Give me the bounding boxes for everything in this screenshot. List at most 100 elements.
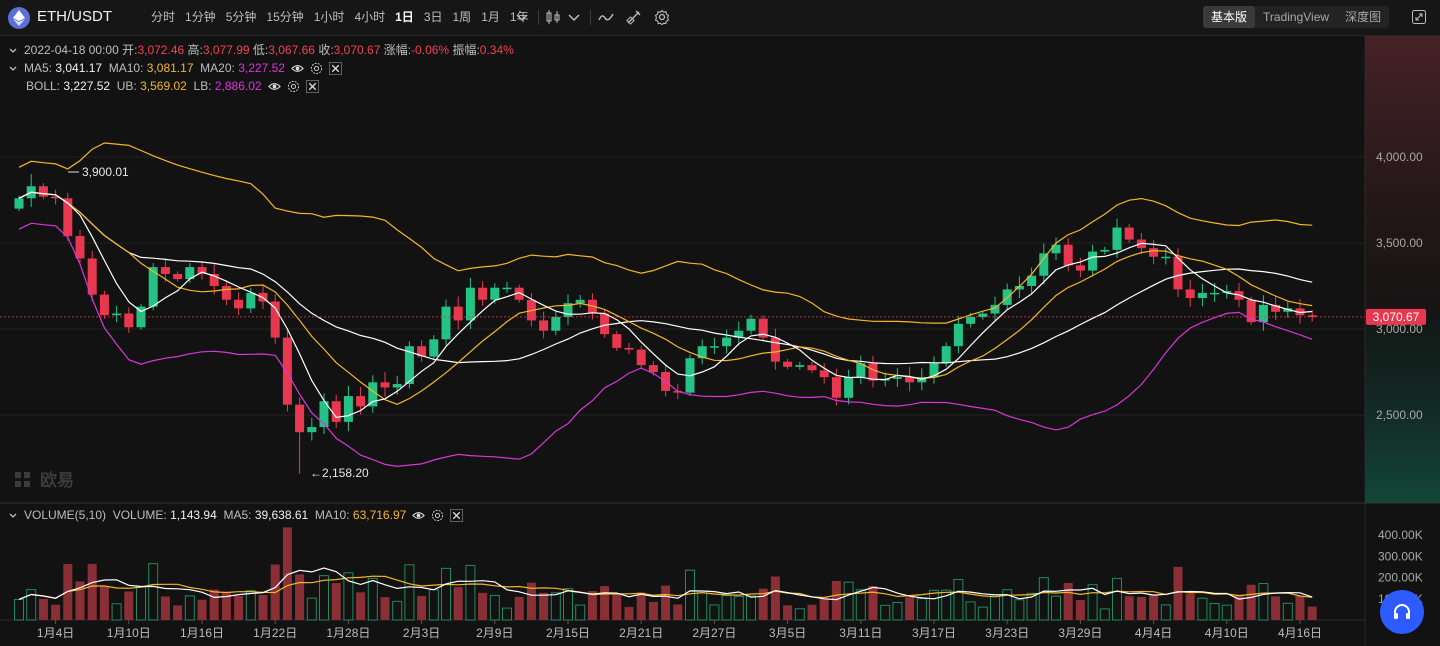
gear-icon[interactable]: [431, 509, 444, 522]
volume-bar: [478, 592, 488, 620]
close-icon[interactable]: [450, 509, 464, 522]
kline-chart[interactable]: 4,000.00 3,500.00 3,000.00 2,500.00 400.00K 3…: [0, 36, 1440, 646]
eye-icon[interactable]: [412, 509, 426, 522]
candlestick-type-icon[interactable]: [545, 9, 561, 25]
volume-bar: [1099, 608, 1110, 621]
close-icon[interactable]: [328, 62, 342, 75]
interval-tab[interactable]: 4小时: [354, 10, 386, 24]
candle-body: [502, 287, 512, 290]
volume-bar: [1185, 593, 1195, 620]
boll-ub-label: UB:: [116, 79, 137, 93]
volume-bar: [87, 563, 97, 620]
interval-tab[interactable]: 15分钟: [266, 10, 304, 24]
pair-title[interactable]: ETH/USDT: [37, 8, 112, 25]
candle-body: [783, 361, 793, 367]
ohlc-date: 2022-04-18 00:00: [24, 43, 119, 57]
gear-icon[interactable]: [654, 9, 670, 25]
candle-body: [648, 365, 658, 372]
volume-bar: [295, 574, 305, 620]
volume-bar: [392, 600, 403, 621]
candle-body: [844, 377, 854, 398]
last-price-label: 3,070.67: [1373, 310, 1420, 324]
draw-tool-icon[interactable]: [626, 9, 642, 25]
volume-bar: [465, 564, 476, 621]
svg-text:←: ←: [310, 466, 322, 480]
interval-tab[interactable]: 1月: [481, 10, 500, 24]
candle-body: [978, 313, 988, 317]
candle-body: [758, 318, 768, 338]
indicator-wave-icon[interactable]: [598, 9, 614, 25]
candle-body: [966, 316, 976, 324]
eye-icon[interactable]: [291, 62, 304, 75]
vol-ma10-label: MA10:: [314, 508, 350, 522]
ohlc-legend: 2022-04-18 00:00 开: 3,072.46 高: 3,077.99 低…: [8, 43, 514, 58]
volume-bar: [733, 595, 744, 621]
volume-bar: [600, 586, 610, 620]
chevron-down-icon[interactable]: [8, 46, 18, 56]
gear-icon[interactable]: [287, 80, 300, 93]
volume-bar: [1197, 597, 1208, 621]
candle-body: [795, 365, 805, 367]
candle-body: [1222, 291, 1232, 293]
candle-body: [356, 396, 366, 407]
volume-bar: [1112, 577, 1122, 621]
candle-body: [990, 304, 1000, 314]
volume-bar: [636, 592, 646, 620]
volume-bar: [514, 596, 524, 620]
candle-body: [1283, 308, 1293, 312]
candle-body: [343, 396, 353, 422]
candle-body: [197, 267, 207, 274]
amplitude-value: 0.34%: [479, 43, 514, 57]
candle-body: [1258, 304, 1268, 323]
candle-body: [1161, 256, 1171, 259]
candle-body: [1039, 253, 1049, 276]
interval-tab[interactable]: 5分钟: [225, 10, 257, 24]
interval-tab[interactable]: 1周: [452, 10, 472, 24]
candle-body: [587, 299, 597, 314]
high-marker-label: 3,900.01: [82, 165, 129, 179]
time-tick-label: 2月9日: [476, 626, 513, 640]
candle-body: [51, 196, 61, 199]
volume-bar: [453, 587, 463, 620]
tab-tradingview[interactable]: TradingView: [1263, 10, 1330, 24]
chevron-down-icon[interactable]: [8, 64, 18, 74]
interval-tab[interactable]: 分时: [151, 10, 176, 24]
candle-body: [697, 346, 707, 359]
interval-tab[interactable]: 1小时: [313, 10, 345, 24]
gear-icon[interactable]: [310, 62, 323, 75]
candle-body: [819, 370, 829, 378]
volume-bar: [1258, 583, 1269, 621]
close-icon[interactable]: [305, 80, 319, 93]
candle-body: [1027, 275, 1037, 286]
candle-body: [831, 377, 841, 398]
candle-body: [612, 334, 622, 348]
interval-tab[interactable]: 3日: [423, 10, 443, 24]
tab-depth[interactable]: 深度图: [1345, 10, 1382, 24]
volume-bar: [1173, 566, 1183, 620]
volume-tick-label: 300.00K: [1378, 549, 1423, 563]
time-tick-label: 1月22日: [253, 626, 297, 640]
volume-bar: [673, 604, 683, 620]
interval-tab-active[interactable]: 1日: [395, 10, 414, 24]
chevron-down-icon[interactable]: [514, 9, 530, 25]
support-button[interactable]: [1380, 590, 1424, 634]
tab-basic[interactable]: 基本版: [1203, 6, 1256, 28]
volume-bar: [319, 575, 329, 621]
volume-bar: [575, 604, 586, 621]
watermark-text: 欧易: [40, 470, 74, 490]
price-axis-upper-shade: [1365, 36, 1440, 319]
volume-bar: [1246, 584, 1256, 620]
volume-bar: [807, 604, 817, 620]
fullscreen-icon[interactable]: [1411, 9, 1427, 25]
candle-body: [1307, 315, 1317, 317]
chevron-down-icon[interactable]: [566, 9, 582, 25]
volume-bar: [356, 592, 366, 620]
chevron-down-icon[interactable]: [8, 511, 18, 521]
volume-legend: VOLUME(5,10) VOLUME: 1,143.94 MA5: 39,63…: [8, 508, 464, 523]
time-tick-label: 2月21日: [619, 626, 663, 640]
volume-bar: [1295, 595, 1305, 620]
volume-bar: [905, 597, 915, 620]
eye-icon[interactable]: [267, 80, 281, 93]
candle-body: [1295, 308, 1305, 316]
interval-tab[interactable]: 1分钟: [185, 10, 216, 24]
